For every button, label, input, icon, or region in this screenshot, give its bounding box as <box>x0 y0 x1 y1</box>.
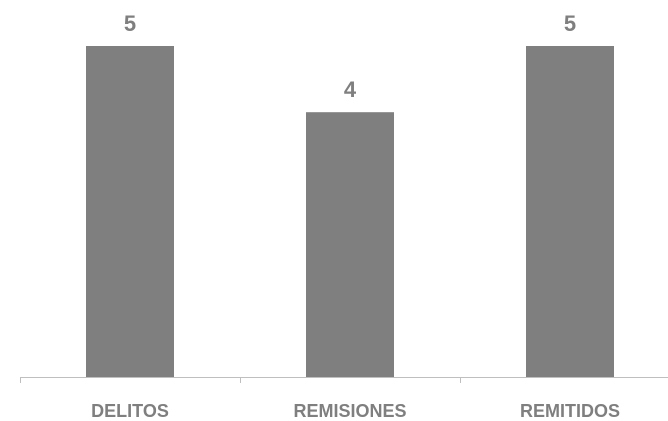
bar-remitidos <box>526 46 614 377</box>
value-label-delitos: 5 <box>124 11 136 36</box>
value-labels: 5 4 5 <box>124 11 576 102</box>
bar-remisiones <box>306 112 394 377</box>
x-axis <box>20 377 668 383</box>
value-label-remitidos: 5 <box>564 11 576 36</box>
category-label-remitidos: REMITIDOS <box>520 401 620 421</box>
bars-layer <box>86 46 614 377</box>
category-label-delitos: DELITOS <box>91 401 169 421</box>
category-labels: DELITOS REMISIONES REMITIDOS <box>91 401 620 421</box>
value-label-remisiones: 4 <box>344 77 357 102</box>
category-label-remisiones: REMISIONES <box>293 401 406 421</box>
bar-delitos <box>86 46 174 377</box>
